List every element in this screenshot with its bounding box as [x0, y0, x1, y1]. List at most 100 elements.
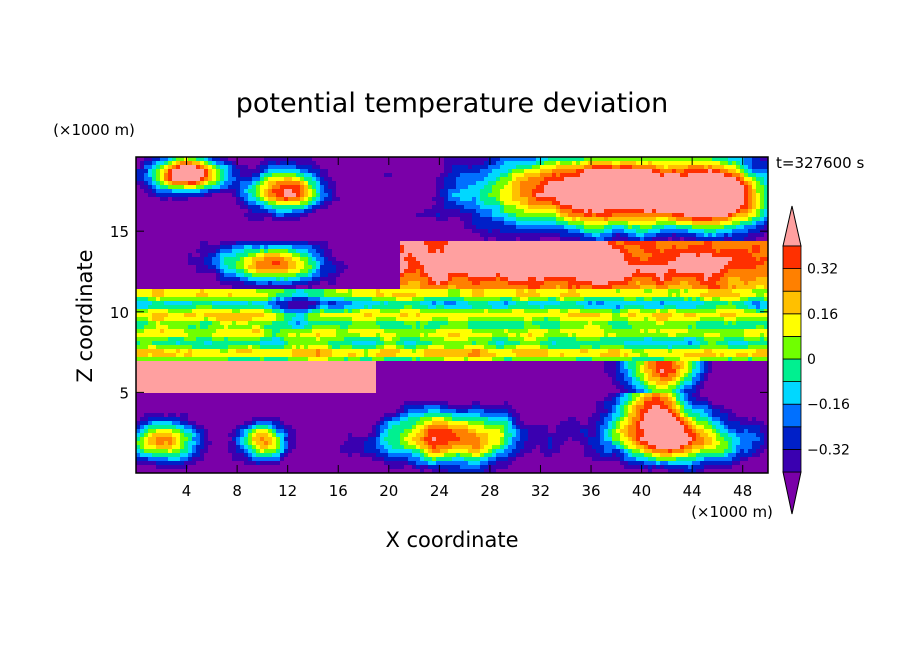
contour-cell [560, 173, 581, 178]
contour-cell [676, 417, 681, 422]
contour-cell [492, 209, 501, 214]
contour-cell [528, 301, 561, 306]
contour-cell [720, 297, 741, 302]
contour-cell [552, 341, 557, 346]
contour-cell [136, 401, 405, 406]
contour-cell [616, 401, 621, 406]
contour-cell [676, 293, 681, 298]
contour-cell [716, 429, 721, 434]
contour-cell [676, 413, 681, 418]
contour-cell [684, 429, 693, 434]
contour-cell [712, 241, 768, 246]
contour-cell [284, 317, 293, 322]
contour-cell [424, 449, 429, 454]
contour-cell [212, 301, 249, 306]
contour-cell [376, 321, 405, 326]
contour-cell [268, 201, 277, 206]
contour-cell [612, 413, 621, 418]
contour-cell [696, 237, 725, 242]
contour-cell [188, 181, 197, 186]
contour-cell [660, 373, 669, 378]
contour-cell [660, 397, 669, 402]
contour-cell [712, 441, 721, 446]
contour-cell [268, 181, 277, 186]
contour-cell [488, 433, 505, 438]
contour-cell [428, 249, 437, 254]
contour-cell [420, 469, 425, 473]
contour-cell [396, 341, 405, 346]
contour-cell [400, 281, 409, 286]
contour-cell [508, 401, 597, 406]
contour-cell [196, 449, 201, 454]
contour-cell [724, 421, 741, 426]
contour-cell [408, 433, 417, 438]
contour-cell [756, 205, 761, 210]
contour-cell [492, 189, 501, 194]
contour-cell [444, 157, 489, 162]
contour-cell [652, 313, 673, 318]
contour-cell [284, 213, 301, 218]
contour-cell [556, 217, 565, 222]
contour-cell [424, 325, 441, 330]
contour-cell [352, 453, 361, 458]
contour-cell [320, 245, 329, 250]
contour-cell [328, 181, 337, 186]
contour-cell [416, 461, 429, 466]
contour-cell [264, 245, 269, 250]
contour-cell [300, 345, 305, 350]
contour-cell [428, 429, 453, 434]
contour-cell [420, 261, 629, 266]
contour-cell [764, 441, 768, 446]
contour-cell [756, 285, 765, 290]
contour-cell [364, 313, 373, 318]
contour-cell [600, 337, 645, 342]
contour-cell [336, 269, 345, 274]
contour-cell [136, 193, 149, 198]
contour-cell [740, 437, 761, 442]
contour-cell [376, 361, 605, 366]
contour-cell [512, 425, 517, 430]
contour-cell [216, 181, 221, 186]
contour-cell [756, 193, 761, 198]
contour-cell [136, 333, 189, 338]
contour-cell [496, 161, 505, 166]
contour-cell [636, 313, 653, 318]
contour-cell [632, 385, 637, 390]
contour-cell [616, 429, 621, 434]
contour-cell [160, 173, 165, 178]
contour-cell [608, 393, 617, 398]
contour-cell [600, 437, 605, 442]
contour-cell [628, 421, 633, 426]
contour-cell [340, 325, 349, 330]
contour-cell [640, 409, 649, 414]
contour-cell [616, 405, 621, 410]
contour-cell [672, 389, 677, 394]
contour-cell [136, 389, 377, 394]
contour-cell [264, 313, 277, 318]
contour-cell [664, 465, 689, 470]
contour-cell [136, 169, 149, 174]
contour-cell [528, 297, 549, 302]
contour-cell [308, 197, 313, 202]
contour-cell [304, 173, 313, 178]
contour-cell [228, 445, 237, 450]
contour-cell [672, 349, 705, 354]
contour-cell [612, 449, 621, 454]
contour-cell [320, 165, 445, 170]
contour-cell [460, 465, 481, 470]
contour-cell [300, 213, 309, 218]
contour-cell [552, 169, 577, 174]
contour-cell [288, 357, 309, 362]
contour-cell [520, 201, 529, 206]
contour-cell [656, 445, 681, 450]
contour-cell [732, 461, 741, 466]
contour-cell [416, 313, 421, 318]
contour-cell [752, 177, 757, 182]
contour-cell [320, 201, 325, 206]
contour-cell [588, 161, 613, 166]
contour-cell [608, 413, 613, 418]
contour-cell [196, 325, 201, 330]
contour-cell [388, 441, 401, 446]
contour-cell [412, 437, 421, 442]
contour-cell [148, 173, 153, 178]
